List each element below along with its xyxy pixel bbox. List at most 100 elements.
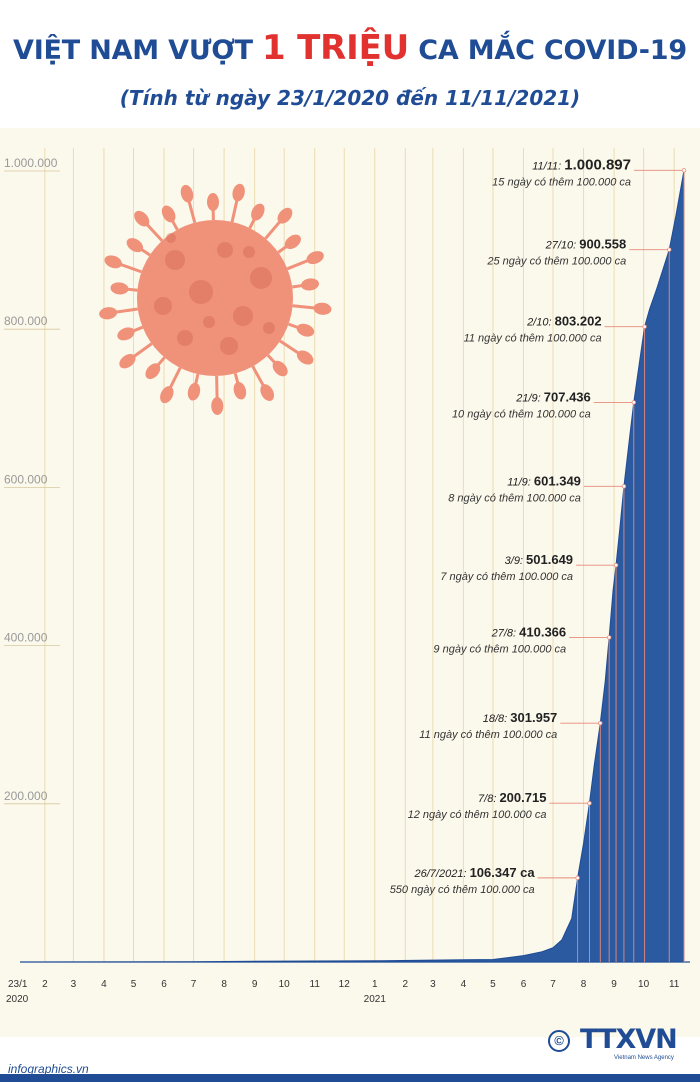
virus-spot [217, 242, 233, 258]
x-tick-label: 4 [101, 979, 107, 990]
virus-spot [220, 337, 238, 355]
bottom-strip [0, 1074, 700, 1082]
milestone-note: 10 ngày có thêm 100.000 ca [452, 408, 591, 420]
x-tick-label: 10 [279, 979, 291, 990]
x-tick-label: 11 [669, 979, 680, 990]
virus-spike-tip [104, 255, 122, 269]
virus-spot [189, 280, 213, 304]
virus-spot [263, 322, 275, 334]
milestone-label: 21/9: 707.436 [515, 389, 591, 404]
brand-tagline: Vietnam News Agency [614, 1055, 674, 1061]
page-subtitle: (Tính từ ngày 23/1/2020 đến 11/11/2021) [119, 86, 581, 110]
virus-spot [177, 330, 193, 346]
milestone-note: 8 ngày có thêm 100.000 ca [448, 492, 581, 504]
coronavirus-icon [99, 183, 332, 415]
milestone-note: 550 ngày có thêm 100.000 ca [390, 884, 535, 896]
virus-spot [154, 297, 172, 315]
milestone-note: 15 ngày có thêm 100.000 ca [492, 176, 631, 188]
brand-logo: © TTXVN Vietnam News Agency [548, 1024, 698, 1072]
y-tick-label: 200.000 [4, 789, 48, 803]
x-tick-label: 8 [581, 979, 587, 990]
virus-spike-tip [296, 350, 314, 365]
virus-spike-tip [110, 282, 129, 295]
x-tick-year-label: 2021 [364, 994, 387, 1005]
virus-spike-tip [232, 183, 245, 202]
virus-spike-tip [251, 203, 265, 221]
title-part-1: VIỆT NAM VƯỢT [13, 35, 253, 66]
x-tick-label: 4 [461, 979, 467, 990]
virus-spike-tip [117, 327, 135, 341]
milestone-label: 27/10: 900.558 [545, 237, 627, 252]
virus-spike-tip [119, 354, 136, 369]
virus-spike-tip [306, 251, 324, 265]
milestone-marker [575, 875, 580, 881]
x-tick-label: 7 [191, 979, 197, 990]
virus-spike-tip [180, 184, 194, 203]
virus-spike-tip [272, 360, 288, 377]
cumulative-cases-chart: 200.000 400.000 600.000 800.000 1.000.000 2 3/… [4, 148, 690, 1005]
virus-spike-tip [233, 381, 247, 400]
milestone-marker [681, 168, 687, 173]
virus-spike-tip [301, 278, 319, 291]
y-tick-label: 800.000 [4, 314, 48, 328]
virus-spike-tip [187, 382, 201, 401]
milestone-label: 2/10: 803.202 [526, 314, 602, 329]
virus-spike-tip [99, 307, 118, 320]
milestone-marker [667, 247, 672, 252]
virus-spot [165, 250, 185, 270]
milestone-marker [606, 635, 612, 640]
y-tick-label: 600.000 [4, 472, 48, 486]
title-part-2: CA MẮC COVID-19 [418, 35, 687, 66]
virus-spot [166, 233, 176, 243]
virus-spike-tip [160, 386, 174, 404]
x-tick-label: 12 [339, 979, 351, 990]
milestone-marker [621, 484, 627, 489]
milestone-label: 3/9: 501.649 [505, 552, 573, 567]
milestone-note: 7 ngày có thêm 100.000 ca [440, 571, 573, 583]
virus-spike-tip [211, 396, 224, 415]
x-tick-label: 11 [310, 979, 321, 990]
virus-spike-tip [284, 234, 301, 250]
milestone-marker [598, 720, 603, 726]
x-tick-label: 8 [221, 979, 227, 990]
x-tick-label: 3 [430, 979, 436, 990]
milestone-marker [587, 801, 592, 806]
virus-spot [233, 306, 253, 326]
site-url[interactable]: infographics.vn [8, 1062, 89, 1076]
brand-name: TTXVN [580, 1024, 678, 1055]
x-tick-label: 5 [131, 979, 137, 990]
x-tick-label: 5 [490, 979, 496, 990]
virus-spike-tip [161, 205, 176, 223]
header: VIỆT NAM VƯỢT 1 TRIỆU CA MẮC COVID-19 (T… [0, 0, 700, 128]
y-tick-label: 400.000 [4, 631, 48, 645]
x-tick-label: 6 [161, 979, 167, 990]
virus-spike-tip [126, 238, 144, 253]
x-tick-label: 9 [611, 979, 617, 990]
copyright-icon: © [548, 1030, 570, 1052]
milestone-note: 11 ngày có thêm 100.000 ca [419, 729, 557, 741]
milestone-label: 26/7/2021: 106.347 ca [414, 865, 536, 880]
milestone-marker [613, 562, 619, 568]
x-tick-label: 6 [521, 979, 527, 990]
x-tick-label: 2 [403, 979, 409, 990]
virus-spike-tip [134, 210, 150, 227]
x-tick-year-label: 2020 [6, 994, 29, 1005]
cases-area [35, 170, 685, 963]
virus-spike-tip [206, 193, 220, 212]
y-tick-label: 1.000.000 [4, 156, 58, 170]
milestone-label: 18/8: 301.957 [483, 710, 558, 725]
x-tick-label: 10 [638, 979, 650, 990]
page-title: VIỆT NAM VƯỢT 1 TRIỆU CA MẮC COVID-19 [0, 28, 700, 68]
chart-area: 200.000 400.000 600.000 800.000 1.000.000 2 3/… [0, 128, 700, 1037]
milestone-label: 11/9: 601.349 [507, 473, 581, 488]
virus-spike-tip [313, 302, 332, 315]
milestone-marker [631, 400, 636, 405]
milestone-note: 12 ngày có thêm 100.000 ca [408, 809, 547, 821]
x-tick-label: 7 [550, 979, 556, 990]
milestone-label: 27/8: 410.366 [491, 624, 567, 639]
x-tick-label: 2 [42, 979, 48, 990]
milestone-note: 9 ngày có thêm 100.000 ca [433, 643, 566, 655]
milestone-marker [642, 324, 647, 329]
title-highlight: 1 TRIỆU [262, 28, 409, 68]
virus-spot [203, 316, 215, 328]
